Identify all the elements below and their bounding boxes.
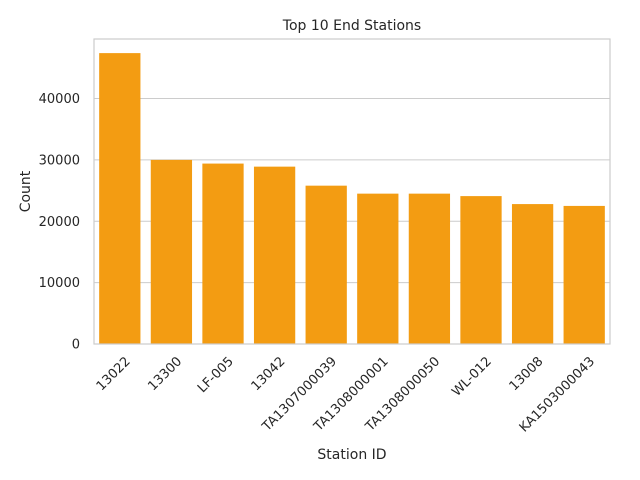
bar-LF-005 — [202, 163, 244, 344]
x-tick-label: WL-012 — [449, 354, 495, 400]
bar-TA1307000039 — [305, 185, 347, 344]
bar-WL-012 — [460, 196, 502, 344]
bar-KA1503000043 — [563, 205, 605, 344]
bar-13008 — [511, 204, 554, 344]
bars — [99, 53, 605, 345]
y-tick-label: 40000 — [39, 92, 80, 107]
y-tick-label: 0 — [72, 338, 80, 353]
x-tick-label: 13022 — [94, 354, 134, 394]
x-tick-label: 13008 — [507, 354, 547, 394]
y-tick-labels: 0 10000 20000 30000 40000 — [39, 92, 80, 352]
x-tick-labels: 13022 13300 LF-005 13042TA1307000039TA13080… — [94, 354, 598, 435]
y-tick-label: 20000 — [39, 215, 80, 230]
y-axis-label: Count — [18, 170, 34, 212]
y-tick-label: 30000 — [39, 153, 80, 168]
bar-TA1308000050 — [408, 193, 451, 344]
chart-title: Top 10 End Stations — [282, 18, 421, 34]
x-tick-label: LF-005 — [195, 354, 237, 396]
x-tick-label: 13042 — [249, 354, 289, 394]
y-tick-label: 10000 — [39, 276, 80, 291]
x-tick-label: 13300 — [145, 354, 185, 394]
bar-13022 — [99, 53, 141, 345]
plot-frame — [93, 38, 611, 345]
x-axis-label: Station ID — [317, 447, 386, 463]
bar-13042 — [253, 166, 296, 344]
bar-TA1308000001 — [357, 193, 399, 344]
bar-13300 — [150, 159, 193, 344]
